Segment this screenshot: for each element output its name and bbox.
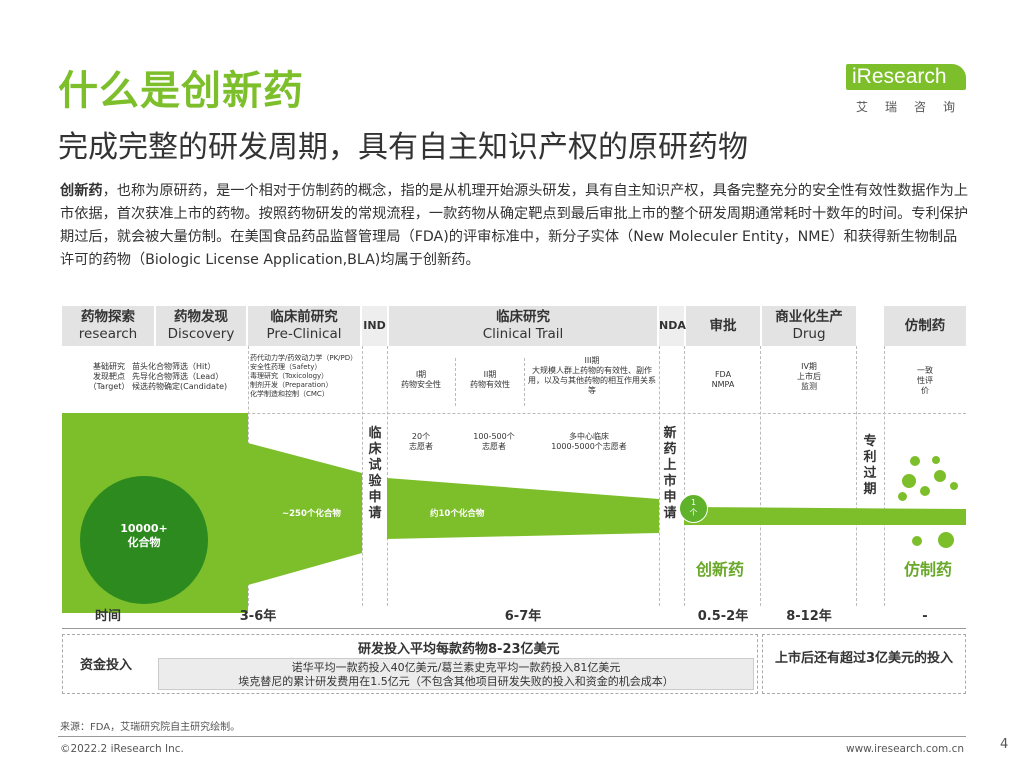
stage-discovery-cn: 药物发现: [174, 309, 228, 325]
innovative-drug-label: 创新药: [696, 560, 745, 579]
stage-approval: 审批: [686, 306, 760, 346]
logo-subtext: 艾瑞咨询: [856, 100, 973, 114]
phase1-title: I期: [415, 370, 427, 379]
time-discovery: 3-6年: [239, 609, 277, 624]
funnel-clinical: [387, 478, 659, 539]
page-number: 4: [1000, 737, 1009, 752]
dot: [920, 486, 930, 496]
funnel-label-250: ~250个化合物: [282, 509, 341, 519]
funnel-market: [684, 507, 966, 525]
dot: [950, 482, 958, 490]
divider: [387, 346, 388, 606]
phase2-title: II期: [483, 370, 497, 379]
preclinical-details: 药代动力学/药效动力学（PK/PD） 安全性药理（Safety） 毒理研究（To…: [250, 354, 358, 398]
divider: [884, 346, 885, 606]
stage-clinical-en: Clinical Trail: [482, 326, 564, 342]
dot: [898, 492, 907, 501]
phase3-cell: III期 大规模人群上药物的有效性、副作用，以及与其他药物的相互作用关系等: [528, 356, 656, 396]
stage-commercial-cn: 商业化生产: [775, 309, 843, 325]
stage-clinical-cn: 临床研究: [496, 309, 550, 325]
intro-paragraph: 创新药，也称为原研药，是一个相对于仿制药的概念，指的是从机理开始源头研发，具有自…: [60, 180, 970, 272]
dot: [912, 536, 922, 546]
funding-detail-2: 埃克替尼的累计研发费用在1.5亿元（不包含其他项目研发失败的投入和资金的机会成本…: [238, 675, 674, 688]
phase3-desc: 大规模人群上药物的有效性、副作用，以及与其他药物的相互作用关系等: [528, 366, 656, 395]
approval-details: FDA NMPA: [711, 370, 735, 389]
dot: [910, 456, 920, 466]
intro-lead: 创新药: [60, 183, 103, 199]
compound-circle-1: 1 个: [679, 494, 708, 523]
stage-commercial-en: Drug: [792, 326, 826, 342]
stage-preclinical-cn: 临床前研究: [270, 309, 338, 325]
stage-ind: IND: [362, 306, 387, 346]
stage-nda: NDA: [659, 306, 686, 346]
generic-drug-label: 仿制药: [904, 560, 953, 579]
divider: [659, 346, 660, 606]
copyright: ©2022.2 iResearch Inc.: [60, 743, 184, 755]
website-link[interactable]: www.iresearch.com.cn: [846, 743, 965, 755]
funding-box: [62, 634, 758, 694]
divider: [684, 346, 685, 606]
stage-discovery: 药物发现 Discovery: [156, 306, 246, 346]
divider: [362, 346, 363, 606]
generic-details: 一致 性评 价: [917, 366, 933, 395]
stage-research: 药物探索 research: [62, 306, 154, 346]
research-details: 基础研究 发现靶点 （Target）: [88, 362, 130, 391]
time-clinical: 6-7年: [504, 609, 542, 624]
drug-development-diagram: 药物探索 research 药物发现 Discovery 临床前研究 Pre-C…: [62, 306, 966, 696]
time-commercial: 8-12年: [786, 609, 832, 624]
phase2-cell: II期 药物有效性: [457, 370, 523, 390]
stage-research-cn: 药物探索: [81, 309, 135, 325]
page-subtitle: 完成完整的研发周期，具有自主知识产权的原研药物: [58, 130, 748, 165]
post-market-funding: 上市后还有超过3亿美元的投入: [774, 651, 954, 666]
stage-discovery-en: Discovery: [167, 326, 235, 342]
stage-research-en: research: [78, 326, 138, 342]
nda-label: 新药上市申请: [663, 426, 677, 521]
funding-headline: 研发投入平均每款药物8-23亿美元: [358, 642, 560, 657]
footer-divider: [58, 736, 966, 737]
patent-expiry-label: 专利过期: [863, 434, 877, 497]
divider: [455, 358, 456, 406]
phase1-desc: 药物安全性: [401, 380, 441, 389]
divider: [62, 413, 966, 414]
phase2-desc: 药物有效性: [470, 380, 510, 389]
phase2-volunteers: 100-500个 志愿者: [473, 432, 515, 451]
logo-text: iResearch: [852, 65, 947, 88]
stage-preclinical: 临床前研究 Pre-Clinical: [248, 306, 360, 346]
funnel-label-10: 约10个化合物: [430, 509, 485, 519]
phase4-details: IV期 上市后 监测: [797, 362, 821, 391]
stage-clinical: 临床研究 Clinical Trail: [389, 306, 657, 346]
divider: [524, 358, 525, 406]
post-market-box: [762, 634, 966, 694]
funding-details: 诺华平均一款药投入40亿美元/葛兰素史克平均一款药投入81亿美元 埃克替尼的累计…: [158, 658, 754, 690]
funnel-preclinical: [248, 443, 362, 585]
phase3-title: III期: [584, 356, 600, 365]
iresearch-logo: iResearch 艾瑞咨询: [846, 56, 966, 116]
source-note: 来源：FDA，艾瑞研究院自主研究绘制。: [60, 722, 241, 733]
time-approval: 0.5-2年: [697, 609, 749, 624]
phase1-cell: I期 药物安全性: [389, 370, 453, 390]
page-title: 什么是创新药: [58, 68, 304, 114]
divider: [856, 346, 857, 606]
funding-label: 资金投入: [80, 658, 133, 673]
dot: [934, 470, 946, 482]
intro-text: ，也称为原研药，是一个相对于仿制药的概念，指的是从机理开始源头研发，具有自主知识…: [60, 183, 969, 268]
phase1-volunteers: 20个 志愿者: [409, 432, 433, 451]
time-generic: -: [922, 609, 928, 624]
phase3-volunteers: 多中心临床 1000-5000个志愿者: [551, 432, 627, 451]
divider: [760, 346, 761, 606]
time-label: 时间: [94, 609, 121, 624]
dot: [938, 532, 954, 548]
logo-bar: [846, 64, 966, 90]
funding-detail-1: 诺华平均一款药投入40亿美元/葛兰素史克平均一款药投入81亿美元: [291, 661, 621, 674]
dot: [932, 456, 940, 464]
trial-application-label: 临床试验申请: [368, 426, 382, 521]
compound-circle-10000: 10000+ 化合物: [80, 476, 208, 604]
discovery-details: 苗头化合物筛选（Hit） 先导化合物筛选（Lead） 候选药物确定(Candid…: [132, 362, 228, 391]
stage-commercial: 商业化生产 Drug: [762, 306, 856, 346]
stage-preclinical-en: Pre-Clinical: [266, 326, 342, 342]
stage-generic: 仿制药: [884, 306, 966, 346]
dot: [902, 474, 916, 488]
time-divider: [62, 628, 966, 629]
